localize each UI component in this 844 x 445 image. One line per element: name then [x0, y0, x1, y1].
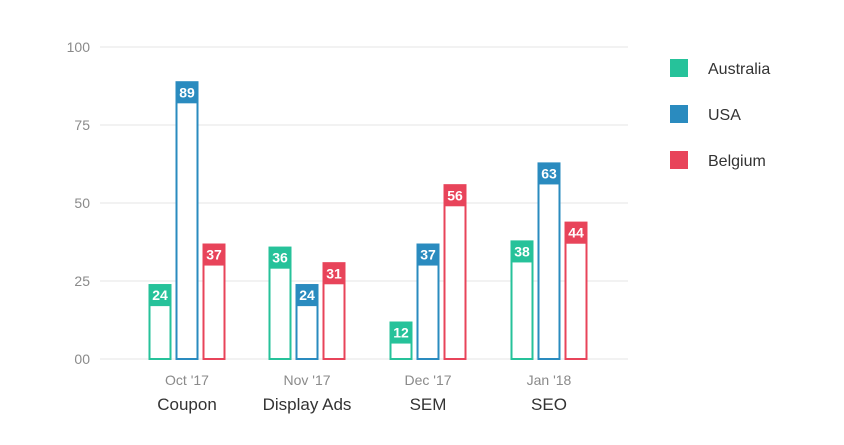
y-tick-label: 100: [67, 39, 91, 55]
bar-australia-display-ads[interactable]: 36: [268, 246, 292, 360]
legend-label: Belgium: [708, 153, 766, 170]
bar-value-label: 89: [179, 84, 195, 100]
bar-usa-seo[interactable]: 63: [537, 162, 561, 360]
bar-value-label: 44: [568, 225, 584, 241]
bar-value-label: 36: [272, 250, 288, 266]
y-tick-label: 25: [74, 273, 90, 289]
bar-value-label: 31: [326, 265, 342, 281]
bar-belgium-sem[interactable]: 56: [443, 184, 467, 360]
bar-outline: [443, 184, 467, 360]
x-category-label: SEM: [410, 395, 447, 414]
legend-swatch: [670, 59, 688, 77]
bar-value-label: 12: [393, 325, 409, 341]
legend-label: USA: [708, 107, 741, 124]
bar-belgium-display-ads[interactable]: 31: [322, 262, 346, 360]
bar-value-cap: [443, 184, 467, 207]
x-date-label: Dec '17: [404, 372, 451, 388]
bar-value-cap: [510, 240, 534, 263]
bar-usa-coupon[interactable]: 89: [175, 81, 199, 360]
bar-australia-coupon[interactable]: 24: [148, 284, 172, 360]
bar-australia-seo[interactable]: 38: [510, 240, 534, 360]
bar-value-label: 24: [299, 287, 315, 303]
bar-belgium-seo[interactable]: 44: [564, 221, 588, 360]
y-axis-ticks: 00 25 50 75 100: [67, 39, 91, 367]
bar-value-cap: [537, 162, 561, 185]
bar-belgium-coupon[interactable]: 37: [202, 243, 226, 360]
bar-value-cap: [175, 81, 199, 104]
y-tick-label: 00: [74, 351, 90, 367]
bar-value-cap: [416, 243, 440, 266]
bar-value-cap: [268, 246, 292, 269]
bar-value-label: 37: [420, 247, 436, 263]
x-category-label: Display Ads: [263, 395, 352, 414]
x-date-label: Oct '17: [165, 372, 209, 388]
bar-value-cap: [202, 243, 226, 266]
legend-label: Australia: [708, 61, 770, 78]
bar-value-label: 24: [152, 287, 168, 303]
bar-usa-display-ads[interactable]: 24: [295, 284, 319, 360]
bars-layer: 24 89 37 36 24 31 12 37 56 38 63 44: [148, 81, 588, 360]
x-date-label: Nov '17: [283, 372, 330, 388]
bar-usa-sem[interactable]: 37: [416, 243, 440, 360]
bar-value-label: 63: [541, 165, 557, 181]
legend-swatch: [670, 151, 688, 169]
bar-value-cap: [148, 284, 172, 307]
bar-outline: [537, 162, 561, 360]
legend-item-belgium[interactable]: Belgium: [670, 151, 766, 170]
bar-value-cap: [322, 262, 346, 285]
legend-item-usa[interactable]: USA: [670, 105, 741, 124]
x-date-label: Jan '18: [527, 372, 572, 388]
bar-value-cap: [389, 321, 413, 344]
bar-value-cap: [564, 221, 588, 244]
bar-value-cap: [295, 284, 319, 307]
y-tick-label: 75: [74, 117, 90, 133]
bar-outline: [175, 81, 199, 360]
y-tick-label: 50: [74, 195, 90, 211]
bar-value-label: 38: [514, 243, 530, 259]
bar-australia-sem[interactable]: 12: [389, 321, 413, 360]
bar-value-label: 56: [447, 187, 463, 203]
legend: Australia USA Belgium: [670, 59, 770, 170]
x-axis-labels: Oct '17 Coupon Nov '17 Display Ads Dec '17 SE…: [157, 372, 571, 414]
x-category-label: Coupon: [157, 395, 217, 414]
bar-value-label: 37: [206, 247, 222, 263]
legend-swatch: [670, 105, 688, 123]
x-category-label: SEO: [531, 395, 567, 414]
legend-item-australia[interactable]: Australia: [670, 59, 770, 78]
